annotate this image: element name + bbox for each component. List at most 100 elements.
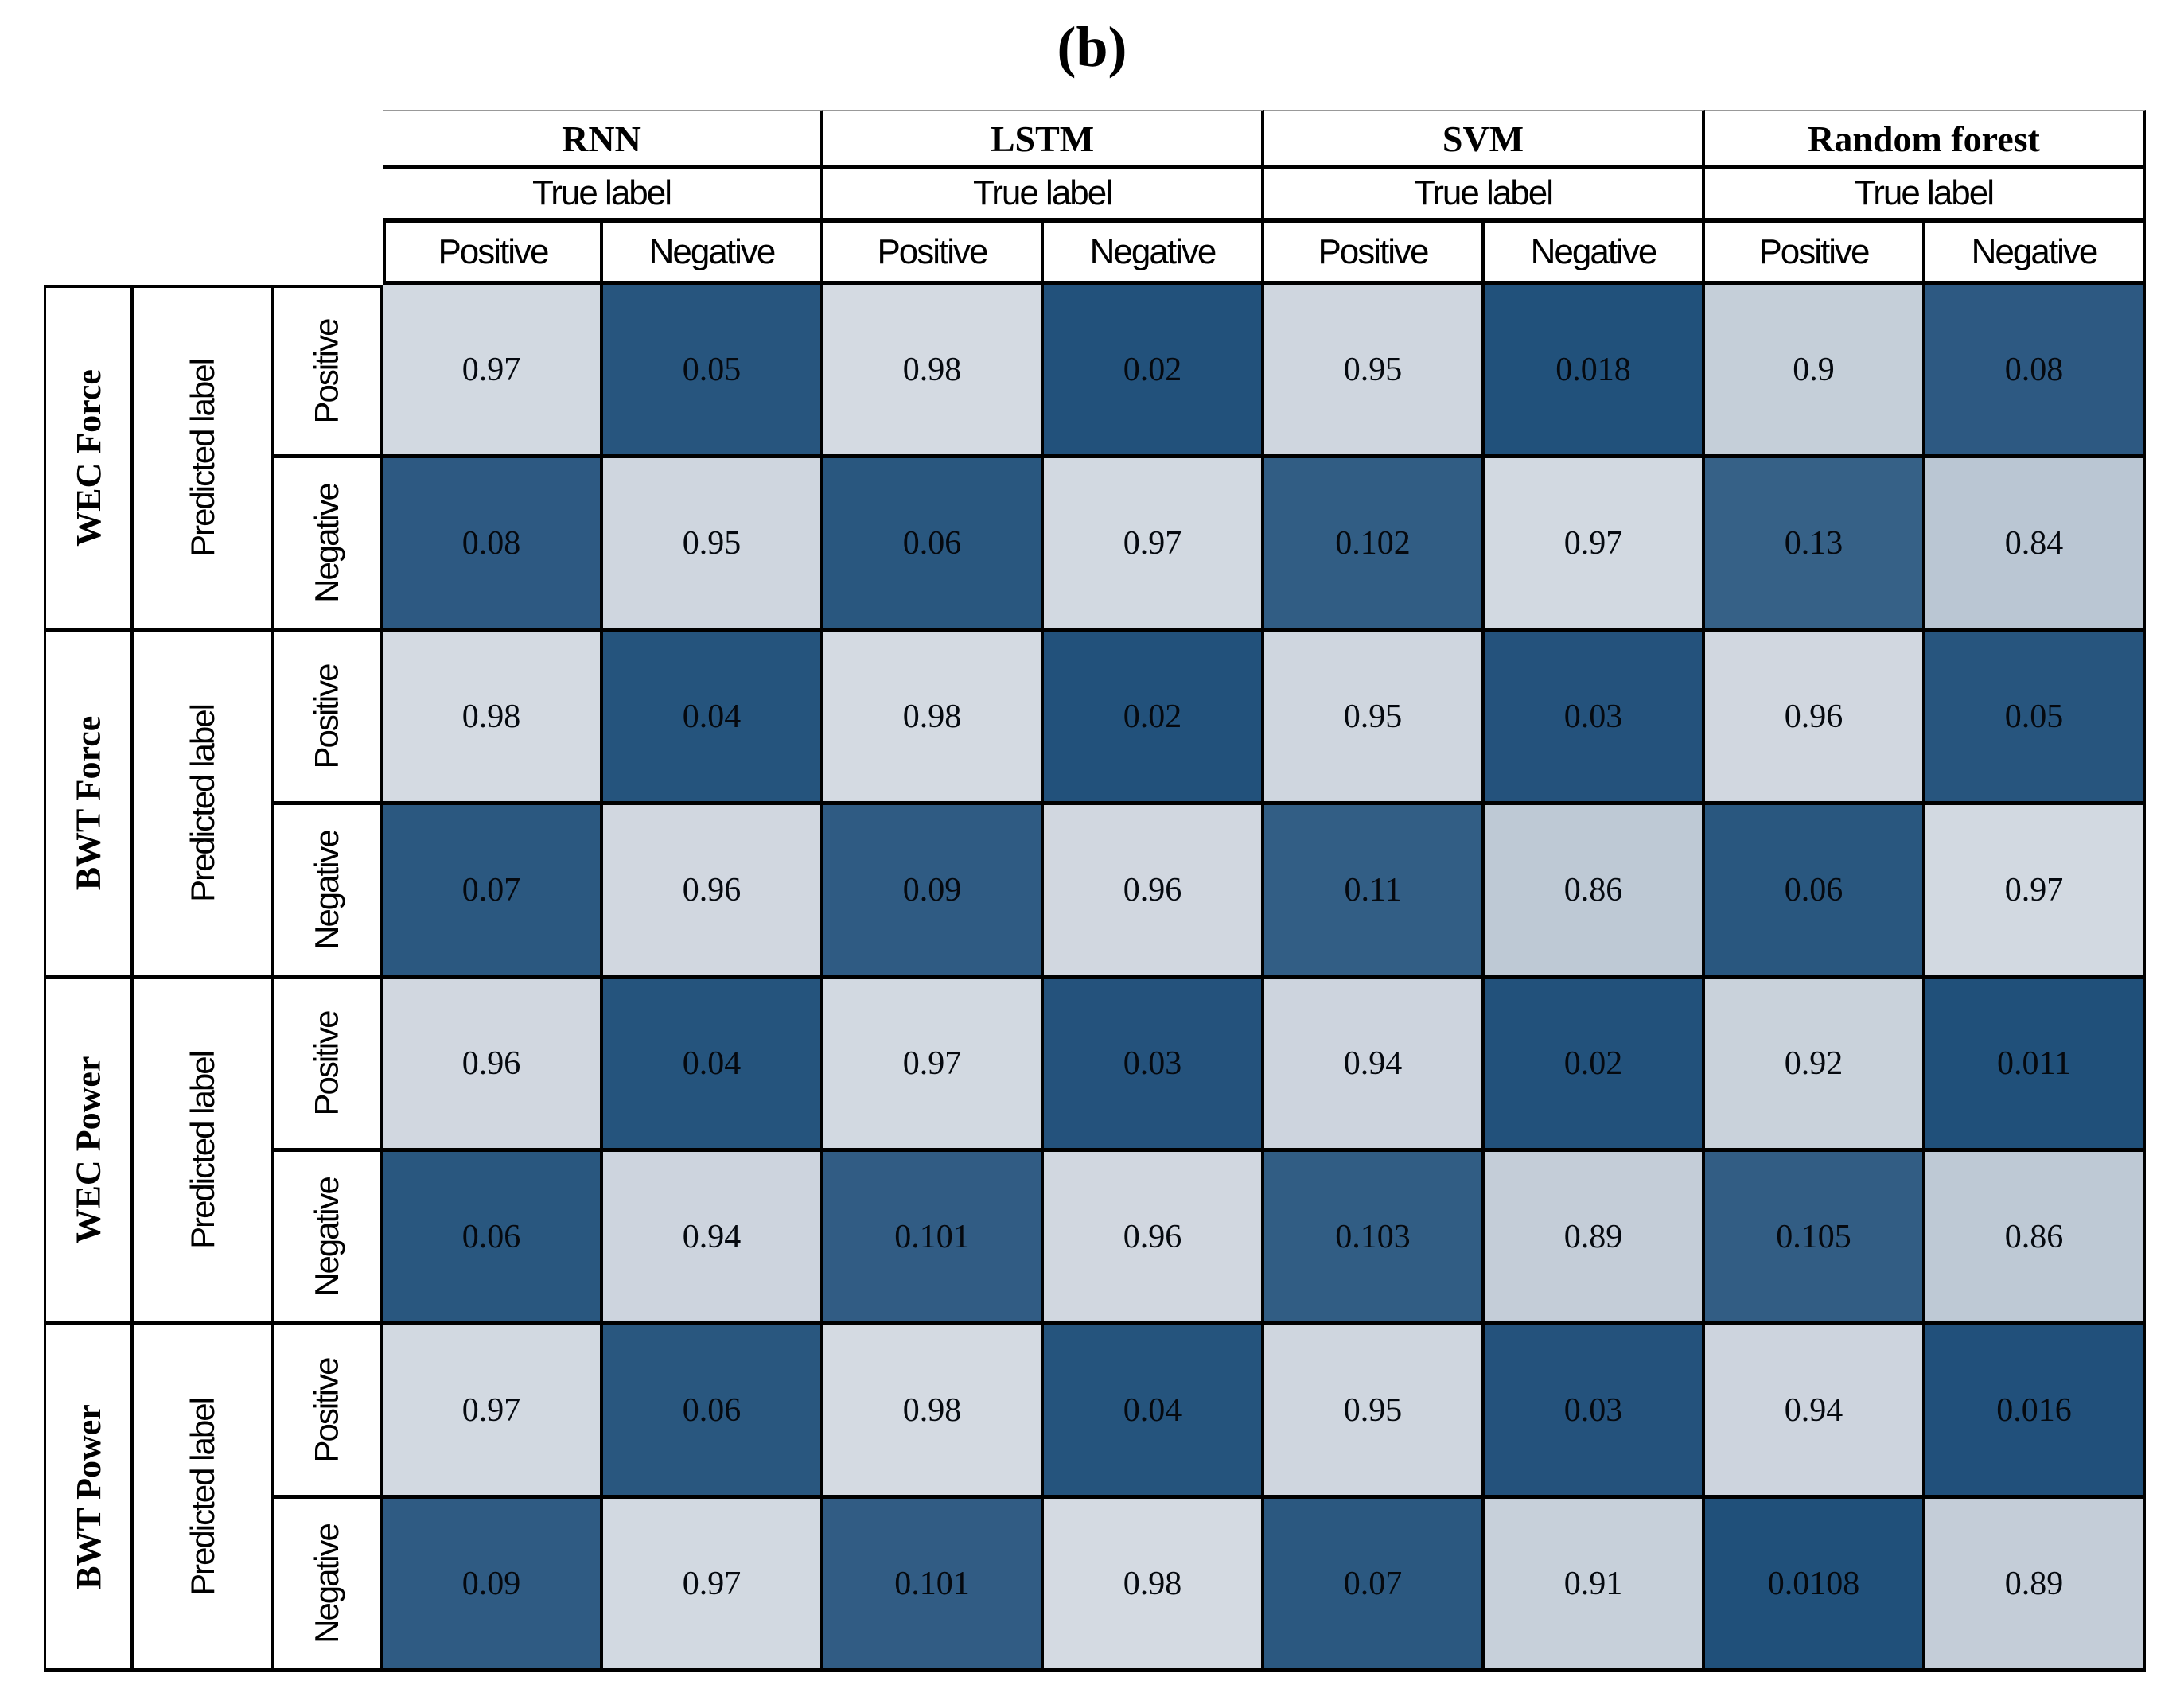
class-column-header-positive: Positive — [1705, 223, 1925, 285]
row-class-label-positive-text: Positive — [308, 663, 345, 769]
matrix-cell: 0.018 — [1485, 285, 1705, 458]
model-header-random-forest: Random forest — [1705, 110, 2146, 169]
matrix-cell: 0.98 — [1044, 1499, 1264, 1672]
row-group-label-bwt-power-text: BWT Power — [68, 1404, 108, 1589]
matrix-cell: 0.94 — [1264, 979, 1485, 1152]
matrix-cell: 0.86 — [1925, 1152, 2146, 1325]
matrix-cell: 0.03 — [1485, 1325, 1705, 1499]
matrix-cell: 0.92 — [1705, 979, 1925, 1152]
matrix-cell: 0.97 — [383, 1325, 603, 1499]
matrix-cell: 0.05 — [603, 285, 823, 458]
predicted-label-header: Predicted label — [134, 1325, 274, 1672]
matrix-cell: 0.102 — [1264, 458, 1485, 632]
true-label-header: True label — [1705, 169, 2146, 223]
matrix-cell: 0.98 — [823, 1325, 1044, 1499]
matrix-cell: 0.07 — [1264, 1499, 1485, 1672]
matrix-cell: 0.03 — [1485, 632, 1705, 805]
matrix-cell: 0.08 — [383, 458, 603, 632]
matrix-cell: 0.94 — [1705, 1325, 1925, 1499]
row-class-label-positive-text: Positive — [308, 1010, 345, 1116]
matrix-cell: 0.97 — [1044, 458, 1264, 632]
matrix-cell: 0.04 — [603, 632, 823, 805]
class-column-header-positive: Positive — [1264, 223, 1485, 285]
matrix-cell: 0.02 — [1044, 632, 1264, 805]
class-column-header-positive: Positive — [383, 223, 603, 285]
matrix-cell: 0.98 — [823, 632, 1044, 805]
class-column-header-positive: Positive — [823, 223, 1044, 285]
class-column-header-negative: Negative — [1925, 223, 2146, 285]
confusion-matrix-table: RNN LSTM SVM Random forest True label True la… — [44, 110, 2146, 1672]
row-group-label-wec-force: WEC Force — [44, 285, 134, 632]
row-class-label-negative: Negative — [274, 1152, 383, 1325]
row-class-label-negative-text: Negative — [308, 483, 346, 603]
matrix-cell: 0.95 — [603, 458, 823, 632]
matrix-cell: 0.02 — [1044, 285, 1264, 458]
model-header-svm: SVM — [1264, 110, 1705, 169]
true-label-header: True label — [1264, 169, 1705, 223]
row-class-label-positive-text: Positive — [308, 1357, 345, 1463]
row-class-label-positive: Positive — [274, 632, 383, 805]
matrix-cell: 0.94 — [603, 1152, 823, 1325]
row-group-label-bwt-power: BWT Power — [44, 1325, 134, 1672]
matrix-cell: 0.06 — [383, 1152, 603, 1325]
matrix-cell: 0.13 — [1705, 458, 1925, 632]
matrix-cell: 0.89 — [1925, 1499, 2146, 1672]
matrix-cell: 0.97 — [823, 979, 1044, 1152]
predicted-label-header: Predicted label — [134, 979, 274, 1325]
matrix-cell: 0.84 — [1925, 458, 2146, 632]
matrix-cell: 0.103 — [1264, 1152, 1485, 1325]
model-header-rnn: RNN — [383, 110, 823, 169]
row-class-label-negative: Negative — [274, 458, 383, 632]
model-header-lstm: LSTM — [823, 110, 1264, 169]
row-group-label-bwt-force-text: BWT Force — [68, 715, 108, 891]
matrix-cell: 0.11 — [1264, 805, 1485, 979]
matrix-cell: 0.0108 — [1705, 1499, 1925, 1672]
matrix-cell: 0.101 — [823, 1152, 1044, 1325]
matrix-cell: 0.101 — [823, 1499, 1044, 1672]
class-column-header-negative: Negative — [1485, 223, 1705, 285]
row-class-label-negative-text: Negative — [308, 1523, 346, 1644]
row-class-label-positive-text: Positive — [308, 318, 345, 424]
predicted-label-header-text: Predicted label — [183, 1051, 221, 1249]
matrix-cell: 0.09 — [383, 1499, 603, 1672]
matrix-cell: 0.016 — [1925, 1325, 2146, 1499]
matrix-cell: 0.105 — [1705, 1152, 1925, 1325]
matrix-cell: 0.96 — [1044, 805, 1264, 979]
matrix-cell: 0.96 — [1044, 1152, 1264, 1325]
class-column-header-negative: Negative — [1044, 223, 1264, 285]
matrix-cell: 0.05 — [1925, 632, 2146, 805]
matrix-cell: 0.06 — [1705, 805, 1925, 979]
matrix-cell: 0.86 — [1485, 805, 1705, 979]
matrix-cell: 0.96 — [1705, 632, 1925, 805]
row-group-label-wec-power: WEC Power — [44, 979, 134, 1325]
matrix-cell: 0.06 — [823, 458, 1044, 632]
matrix-cell: 0.97 — [1485, 458, 1705, 632]
predicted-label-header-text: Predicted label — [183, 704, 221, 902]
matrix-cell: 0.09 — [823, 805, 1044, 979]
row-group-label-wec-power-text: WEC Power — [68, 1056, 108, 1244]
row-group-label-bwt-force: BWT Force — [44, 632, 134, 979]
matrix-cell: 0.97 — [383, 285, 603, 458]
matrix-cell: 0.06 — [603, 1325, 823, 1499]
true-label-header: True label — [383, 169, 823, 223]
matrix-cell: 0.02 — [1485, 979, 1705, 1152]
row-class-label-positive: Positive — [274, 285, 383, 458]
matrix-cell: 0.04 — [603, 979, 823, 1152]
predicted-label-header-text: Predicted label — [183, 359, 221, 557]
matrix-cell: 0.98 — [383, 632, 603, 805]
matrix-cell: 0.9 — [1705, 285, 1925, 458]
matrix-cell: 0.98 — [823, 285, 1044, 458]
matrix-cell: 0.08 — [1925, 285, 2146, 458]
row-class-label-positive: Positive — [274, 1325, 383, 1499]
matrix-cell: 0.96 — [603, 805, 823, 979]
matrix-cell: 0.91 — [1485, 1499, 1705, 1672]
matrix-cell: 0.96 — [383, 979, 603, 1152]
predicted-label-header-text: Predicted label — [183, 1398, 221, 1596]
matrix-cell: 0.04 — [1044, 1325, 1264, 1499]
figure-label: (b) — [1057, 15, 1127, 79]
matrix-cell: 0.95 — [1264, 285, 1485, 458]
matrix-cell: 0.97 — [1925, 805, 2146, 979]
matrix-cell: 0.95 — [1264, 1325, 1485, 1499]
row-class-label-negative: Negative — [274, 1499, 383, 1672]
